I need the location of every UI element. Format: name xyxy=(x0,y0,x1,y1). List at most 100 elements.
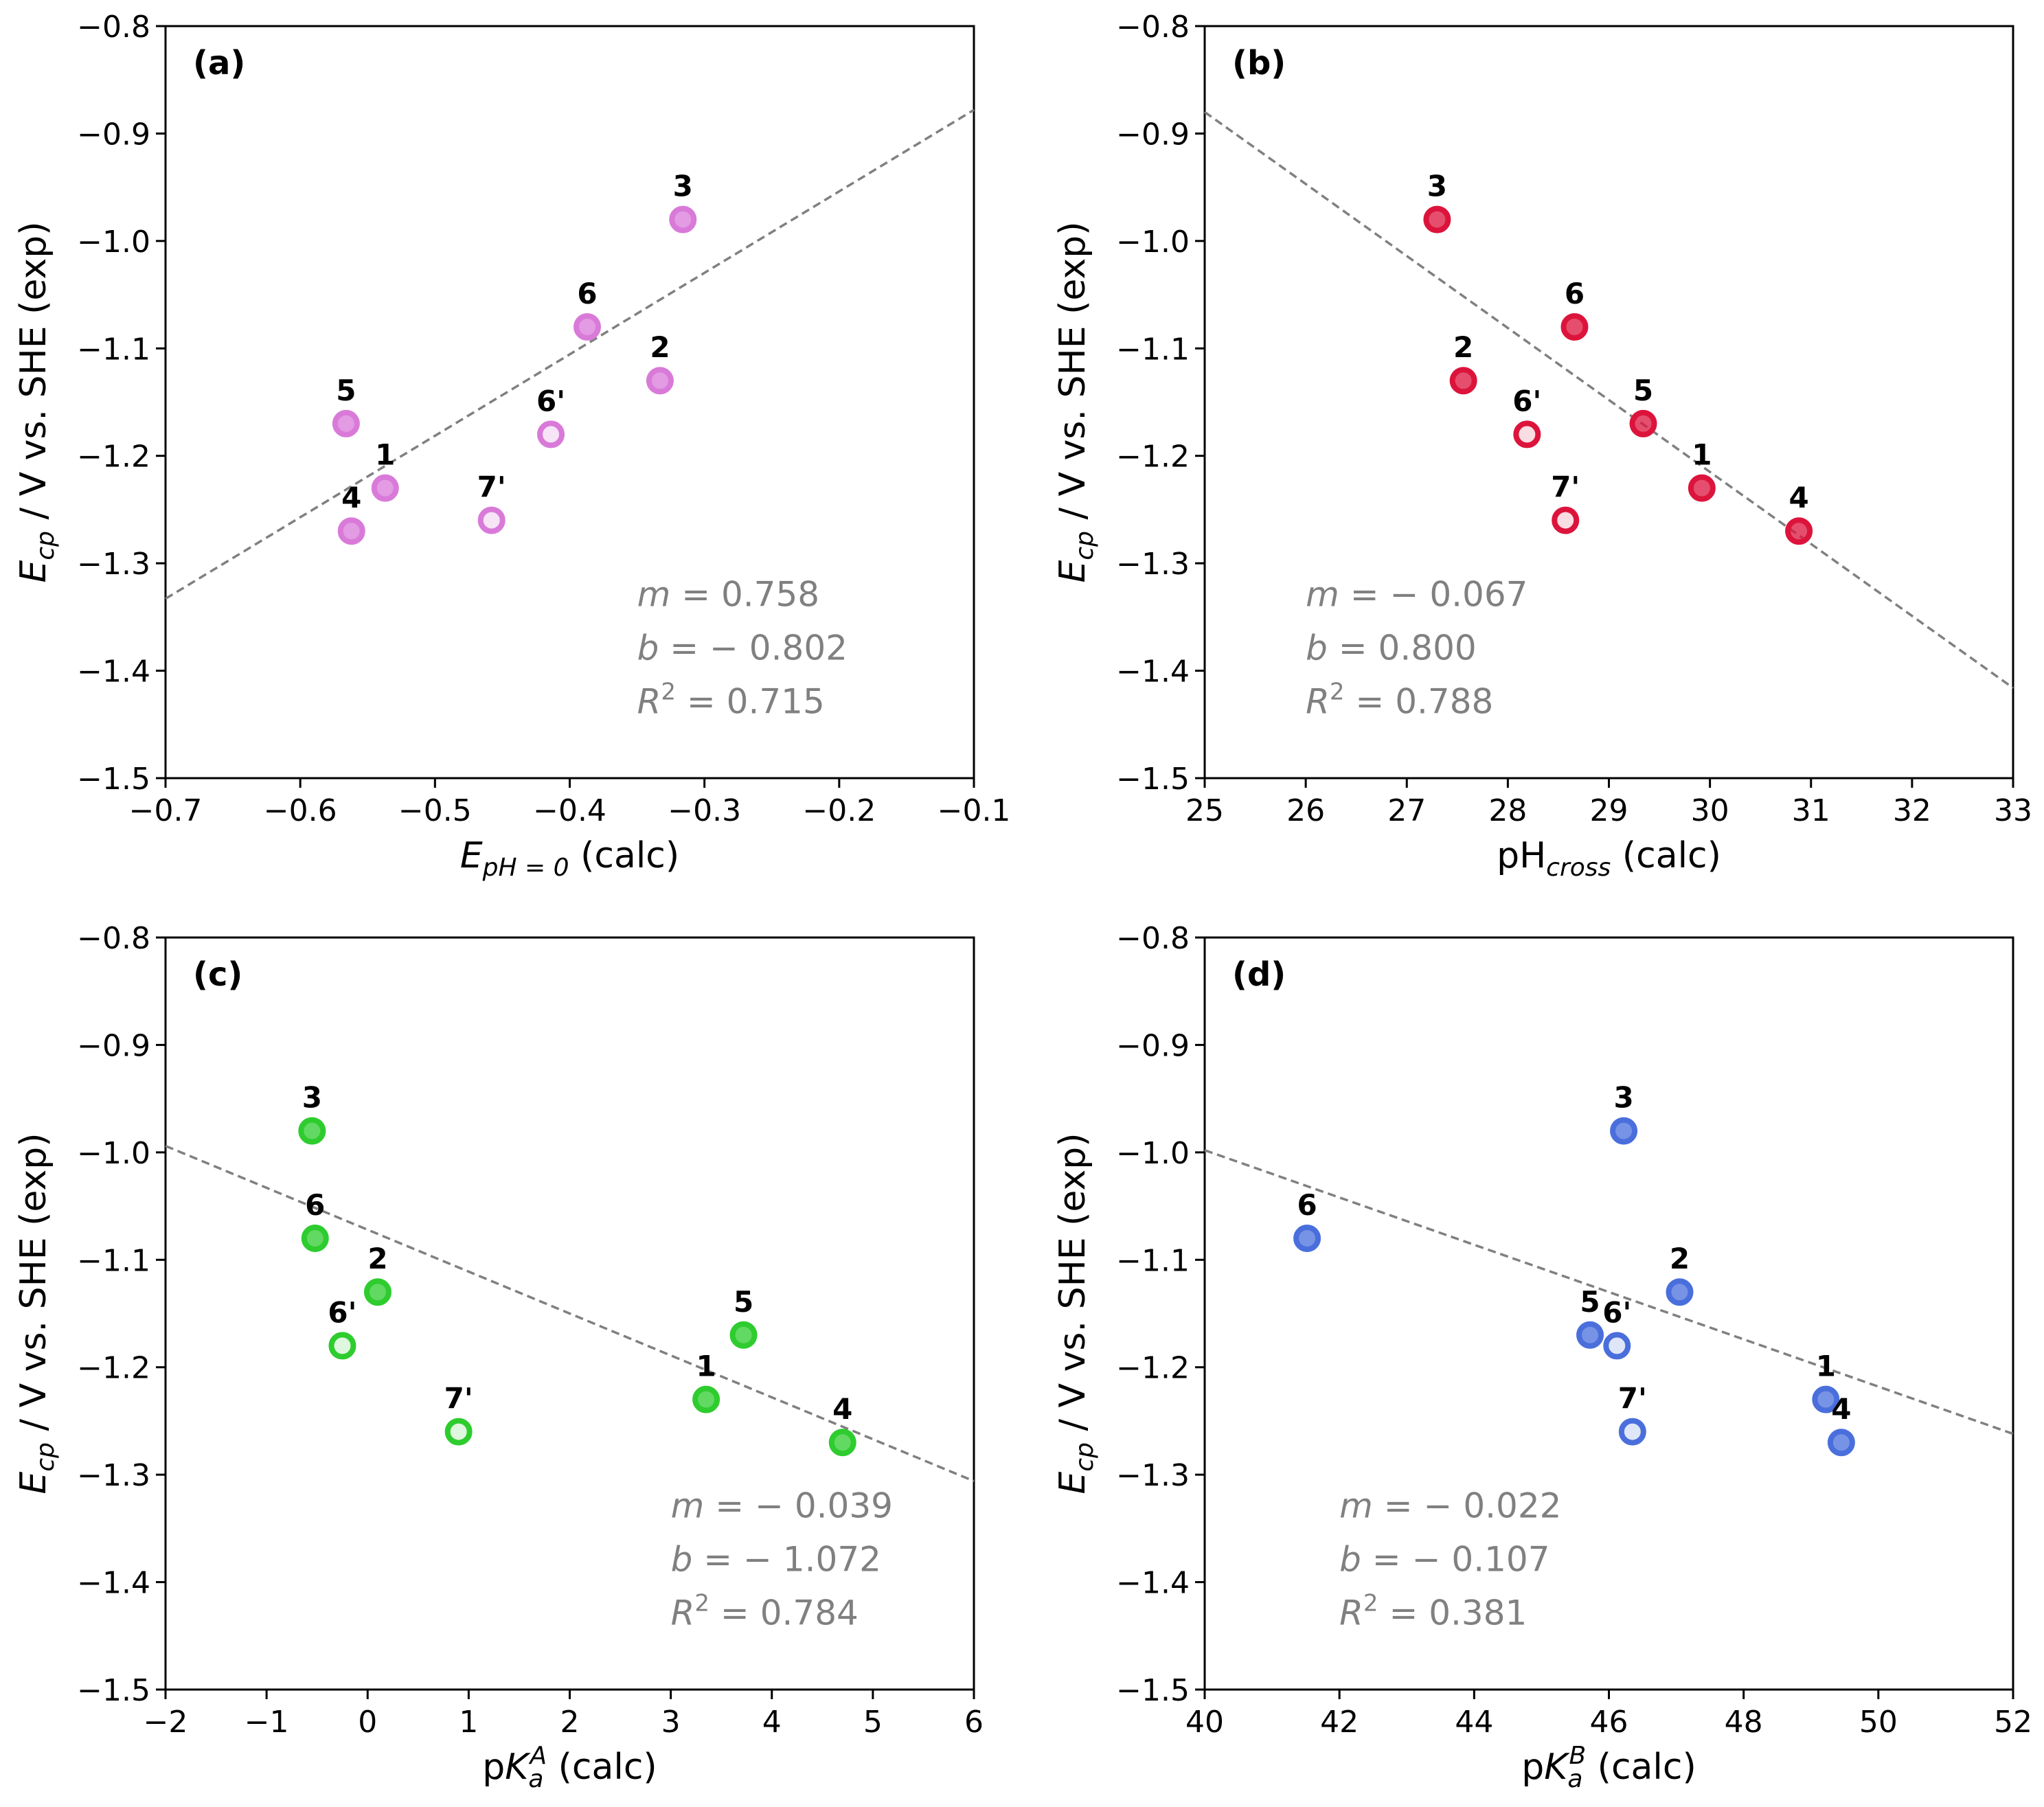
panel-label: (b) xyxy=(1232,44,1286,82)
data-point-2 xyxy=(363,1278,391,1306)
x-tick-label: 5 xyxy=(863,1705,883,1740)
x-tick-label: 2 xyxy=(560,1705,580,1740)
data-point-4 xyxy=(828,1429,856,1457)
point-label-2: 2 xyxy=(367,1242,387,1275)
point-label-3: 3 xyxy=(673,170,693,203)
y-tick-label: −1.4 xyxy=(1116,655,1190,690)
point-label-6prime: 6' xyxy=(328,1295,356,1329)
y-tick-label: −1.2 xyxy=(1116,440,1190,475)
panel-b: 25 26 27 28 29 30 31 32 33−0.8−0.9−1.0−1.1−1.2−1… xyxy=(1052,10,2032,882)
fit-line xyxy=(165,1144,975,1483)
panel-d: 40 42 44 46 48 50 52−0.8−0.9−1.0−1.1−1.2−1.3−1… xyxy=(1052,921,2032,1793)
panel-c: −2 −1 0 1 2 3 4 5 6 −0.8 −0.9 −1.0 −1.1 −1.2 −1.3 −1.4 −… xyxy=(13,921,984,1793)
x-tick-label: 25 xyxy=(1185,793,1224,828)
y-tick-label: −0.9 xyxy=(77,1028,150,1063)
x-tick-label: 3 xyxy=(661,1705,681,1740)
x-tick-label: 30 xyxy=(1691,793,1729,828)
stat-r-squared: R2 = 0.788 xyxy=(1306,679,1493,722)
x-tick-label: 46 xyxy=(1590,1705,1628,1740)
y-tick-label: −0.8 xyxy=(1116,10,1190,45)
x-tick-label: 52 xyxy=(1994,1705,2032,1740)
x-tick-label: 40 xyxy=(1185,1705,1224,1740)
point-label-5: 5 xyxy=(336,374,356,407)
point-label-6prime: 6' xyxy=(1602,1295,1631,1329)
stat-r-squared: R2 = 0.381 xyxy=(1339,1590,1527,1633)
stat-slope: m = − 0.022 xyxy=(1339,1486,1561,1526)
y-axis-label: Ecp / V vs. SHE (exp) xyxy=(1052,1133,1099,1494)
x-tick-label: 31 xyxy=(1792,793,1830,828)
x-tick-label: 27 xyxy=(1387,793,1426,828)
data-point-4 xyxy=(337,517,365,545)
point-label-7prime: 7' xyxy=(1618,1382,1647,1416)
panel-label: (c) xyxy=(193,955,242,994)
x-tick-label: 0 xyxy=(358,1705,377,1740)
y-tick-label: −1.3 xyxy=(77,547,150,582)
x-tick-label: 28 xyxy=(1488,793,1527,828)
stat-intercept: b = − 1.072 xyxy=(671,1540,881,1580)
data-point-5 xyxy=(1629,409,1657,437)
data-point-6 xyxy=(574,313,602,341)
point-label-6prime: 6' xyxy=(536,384,565,418)
panel-a: −0.7 −0.6 −0.5 −0.4 −0.3 −0.2 −0.1 −0.8 −0.9 −1.0… xyxy=(13,10,1010,882)
y-tick-label: −1.5 xyxy=(1116,762,1190,797)
point-label-3: 3 xyxy=(1427,170,1447,203)
y-tick-label: −1.2 xyxy=(77,440,150,475)
x-tick-label: 4 xyxy=(762,1705,782,1740)
stat-intercept: b = 0.800 xyxy=(1306,628,1477,668)
stat-intercept: b = − 0.107 xyxy=(1339,1540,1549,1580)
data-point-6 xyxy=(1560,313,1589,341)
x-tick-label: −0.6 xyxy=(264,793,337,828)
data-point-6prime xyxy=(1513,420,1541,448)
data-point-6prime xyxy=(537,420,565,448)
x-tick-label: 26 xyxy=(1286,793,1325,828)
point-label-2: 2 xyxy=(650,330,670,364)
data-point-6 xyxy=(1293,1225,1321,1252)
point-label-2: 2 xyxy=(1453,330,1473,364)
x-tick-label: −0.5 xyxy=(398,793,472,828)
point-label-7prime: 7' xyxy=(477,470,506,504)
y-tick-label: −1.3 xyxy=(1116,547,1190,582)
x-tick-label: 33 xyxy=(1994,793,2032,828)
y-tick-label: −1.1 xyxy=(77,332,150,367)
fit-line xyxy=(165,109,975,600)
y-tick-label: −1.4 xyxy=(1116,1566,1190,1601)
y-tick-label: −1.0 xyxy=(77,1136,150,1171)
point-label-5: 5 xyxy=(1633,374,1653,407)
y-tick-label: −1.5 xyxy=(1116,1673,1190,1708)
x-axis-label: pKaA (calc) xyxy=(482,1742,657,1793)
point-label-7prime: 7' xyxy=(444,1382,473,1416)
y-tick-label: −1.2 xyxy=(77,1351,150,1386)
x-tick-label: −0.7 xyxy=(129,793,203,828)
data-point-5 xyxy=(1576,1321,1604,1349)
x-tick-label: 1 xyxy=(459,1705,478,1740)
y-tick-label: −0.9 xyxy=(1116,117,1190,152)
y-tick-label: −1.4 xyxy=(77,655,150,690)
point-label-3: 3 xyxy=(1613,1081,1633,1115)
y-tick-label: −1.5 xyxy=(77,762,150,797)
x-tick-label: 32 xyxy=(1893,793,1931,828)
data-point-6prime xyxy=(1603,1332,1631,1360)
fit-line xyxy=(1203,111,2014,690)
point-label-4: 4 xyxy=(832,1392,852,1426)
panel-label: (d) xyxy=(1232,955,1286,994)
x-axis-label: pHcross (calc) xyxy=(1497,835,1721,882)
stat-slope: m = − 0.039 xyxy=(671,1486,893,1526)
x-tick-label: −0.1 xyxy=(938,793,1011,828)
point-label-1: 1 xyxy=(696,1350,716,1383)
data-point-3 xyxy=(1610,1117,1638,1145)
x-axis-label: EpH = 0 (calc) xyxy=(460,835,679,882)
y-tick-label: −0.8 xyxy=(1116,921,1190,956)
data-point-7prime xyxy=(1618,1418,1646,1446)
y-tick-label: −0.8 xyxy=(77,10,150,45)
point-label-3: 3 xyxy=(302,1081,322,1115)
y-axis-label: Ecp / V vs. SHE (exp) xyxy=(1052,221,1099,582)
point-label-6prime: 6' xyxy=(1512,384,1541,418)
x-tick-label: 44 xyxy=(1455,1705,1493,1740)
point-label-4: 4 xyxy=(1788,481,1808,514)
data-point-1 xyxy=(1812,1385,1840,1413)
stat-slope: m = − 0.067 xyxy=(1306,575,1528,615)
stat-r-squared: R2 = 0.784 xyxy=(671,1590,859,1633)
x-axis-label: pKaB (calc) xyxy=(1521,1742,1696,1793)
point-label-6: 6 xyxy=(577,277,597,310)
data-point-3 xyxy=(298,1117,326,1145)
